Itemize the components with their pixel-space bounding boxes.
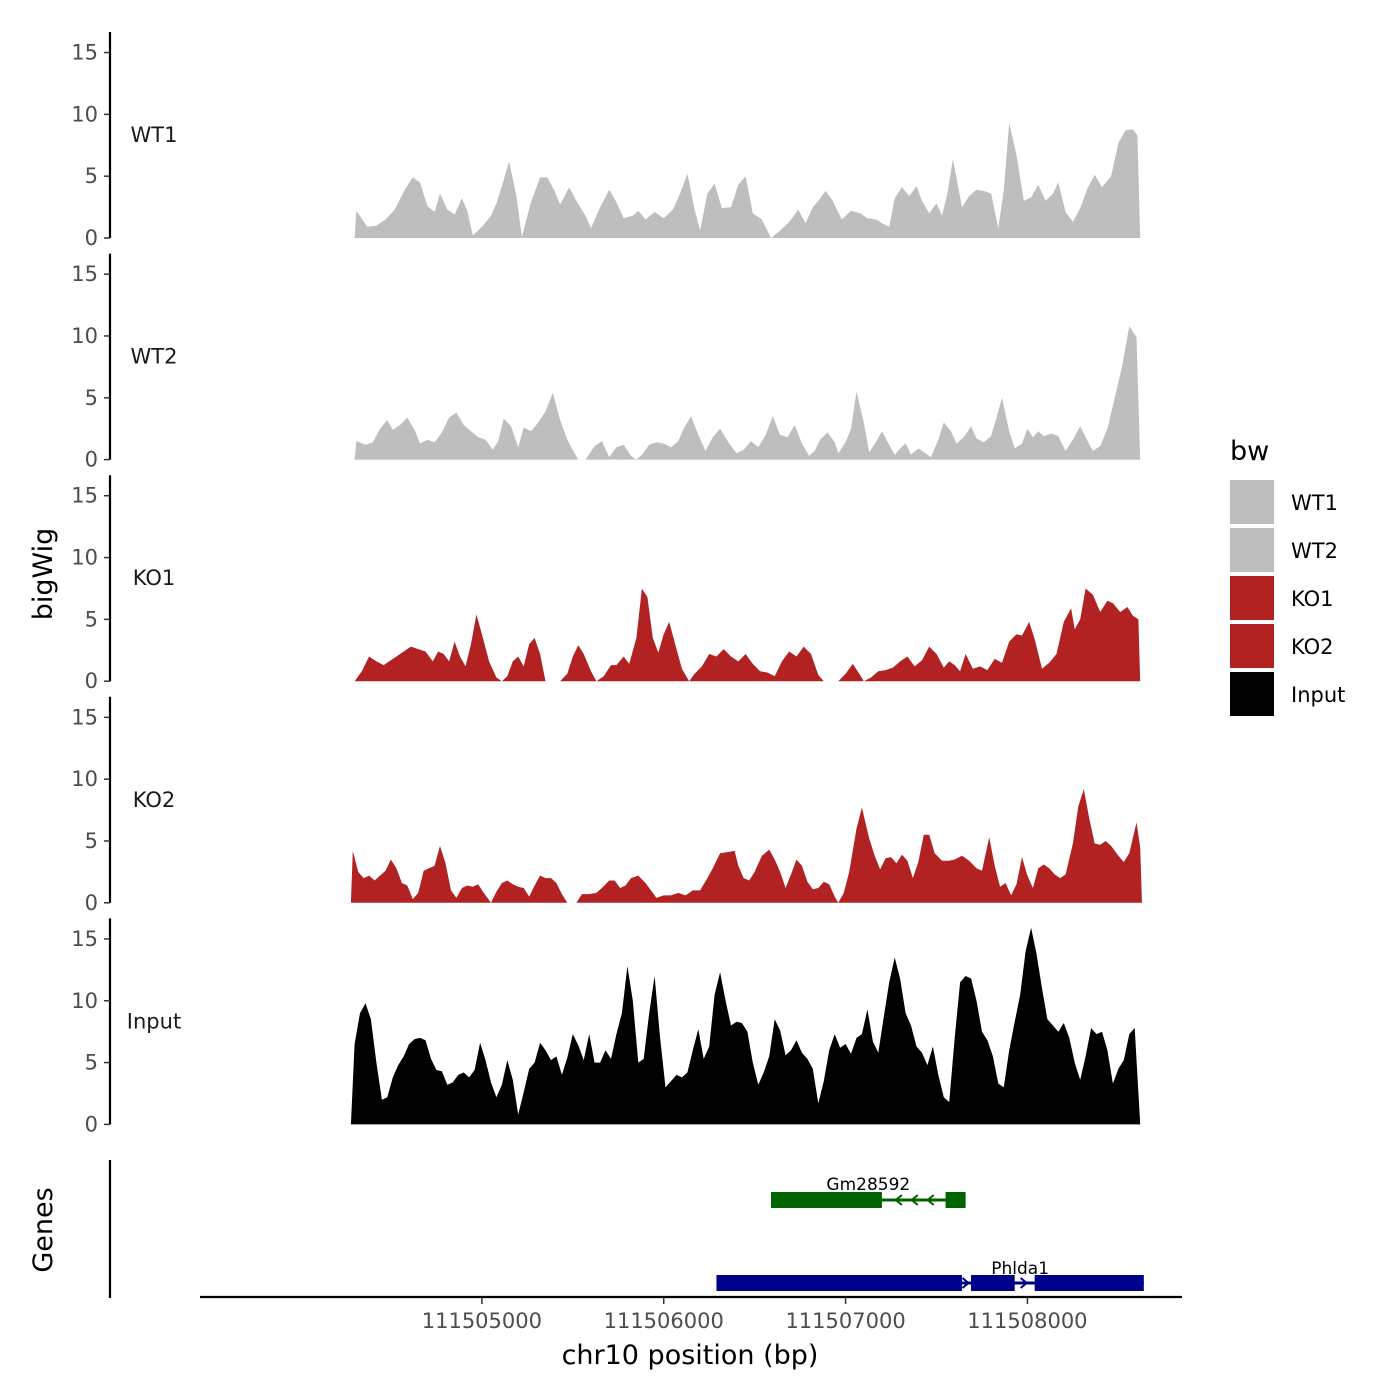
- legend-label-input: Input: [1291, 683, 1345, 707]
- y-tick-label: 15: [71, 262, 98, 286]
- track-label-wt1: WT1: [131, 123, 178, 147]
- x-axis-title: chr10 position (bp): [562, 1340, 819, 1371]
- gene-exon: [716, 1275, 962, 1291]
- legend-label-ko1: KO1: [1291, 587, 1334, 611]
- gene-gm28592: Gm28592: [771, 1175, 966, 1208]
- x-tick-label: 111506000: [604, 1309, 724, 1333]
- panel-ko1: 0 5 10 15 KO1: [71, 475, 1141, 693]
- track-label-wt2: WT2: [131, 345, 178, 369]
- y-tick-label: 5: [85, 607, 98, 631]
- gene-strand-arrow: [926, 1194, 935, 1206]
- coverage-area-wt1: [354, 123, 1141, 238]
- track-label-ko2: KO2: [133, 788, 176, 812]
- y-tick-label: 0: [85, 669, 98, 693]
- y-tick-label: 10: [71, 102, 98, 126]
- y-tick-label: 15: [71, 927, 98, 951]
- x-tick-label: 111505000: [422, 1309, 542, 1333]
- gene-exon: [971, 1275, 1015, 1291]
- track-label-ko1: KO1: [133, 566, 176, 590]
- legend-key-ko2: [1230, 624, 1274, 668]
- legend-label-ko2: KO2: [1291, 635, 1334, 659]
- coverage-tracks: 0 5 10 15 WT1 0 5 10 15 WT2 0 5 10 15 KO1 0 5 10 15 KO2 0 5 10…: [71, 32, 1142, 1136]
- y-tick-label: 15: [71, 705, 98, 729]
- y-tick-label: 5: [85, 386, 98, 410]
- y-tick-label: 5: [85, 829, 98, 853]
- x-axis: 111505000 111506000 111507000 111508000: [200, 1295, 1182, 1333]
- y-axis-title: bigWig: [28, 528, 59, 621]
- coverage-area-ko2: [350, 789, 1142, 903]
- y-tick-label: 15: [71, 484, 98, 508]
- legend-label-wt1: WT1: [1291, 491, 1338, 515]
- legend-label-wt2: WT2: [1291, 539, 1338, 563]
- y-tick-label: 10: [71, 767, 98, 791]
- y-tick-label: 10: [71, 324, 98, 348]
- panel-wt1: 0 5 10 15 WT1: [71, 32, 1141, 250]
- genes-axis-title: Genes: [28, 1187, 59, 1272]
- y-tick-label: 0: [85, 891, 98, 915]
- coverage-area-ko1: [354, 588, 1141, 682]
- legend-key-input: [1230, 672, 1274, 716]
- legend: bw WT1 WT2 KO1 KO2 Input: [1230, 436, 1345, 716]
- legend-key-wt1: [1230, 480, 1274, 524]
- legend-key-ko1: [1230, 576, 1274, 620]
- legend-key-wt2: [1230, 528, 1274, 572]
- panel-wt2: 0 5 10 15 WT2: [71, 253, 1141, 472]
- x-tick-label: 111508000: [967, 1309, 1087, 1333]
- gene-strand-arrow: [961, 1277, 971, 1289]
- coverage-area-input: [350, 927, 1141, 1125]
- panel-ko2: 0 5 10 15 KO2: [71, 696, 1142, 915]
- y-tick-label: 10: [71, 989, 98, 1013]
- coverage-area-wt2: [354, 326, 1141, 460]
- gene-phlda1: Phlda1: [716, 1259, 1144, 1291]
- track-label-input: Input: [127, 1009, 181, 1033]
- y-tick-label: 0: [85, 1112, 98, 1136]
- legend-title: bw: [1230, 436, 1269, 467]
- y-tick-label: 0: [85, 448, 98, 472]
- y-tick-label: 5: [85, 1051, 98, 1075]
- gene-exon: [945, 1192, 966, 1208]
- x-tick-label: 111507000: [785, 1309, 905, 1333]
- gene-track: Gm28592 Phlda1: [108, 1160, 1144, 1298]
- panel-input: 0 5 10 15 Input: [71, 918, 1141, 1136]
- y-tick-label: 15: [71, 41, 98, 65]
- gene-label-gm28592: Gm28592: [826, 1175, 910, 1195]
- y-tick-label: 0: [85, 226, 98, 250]
- gene-exon: [1034, 1275, 1144, 1291]
- gene-strand-arrow: [910, 1194, 919, 1206]
- gene-strand-arrow: [1020, 1277, 1029, 1289]
- gene-exon: [771, 1192, 882, 1208]
- y-tick-label: 5: [85, 164, 98, 188]
- y-tick-label: 10: [71, 546, 98, 570]
- gene-label-phlda1: Phlda1: [991, 1259, 1049, 1279]
- gene-strand-arrow: [894, 1194, 903, 1206]
